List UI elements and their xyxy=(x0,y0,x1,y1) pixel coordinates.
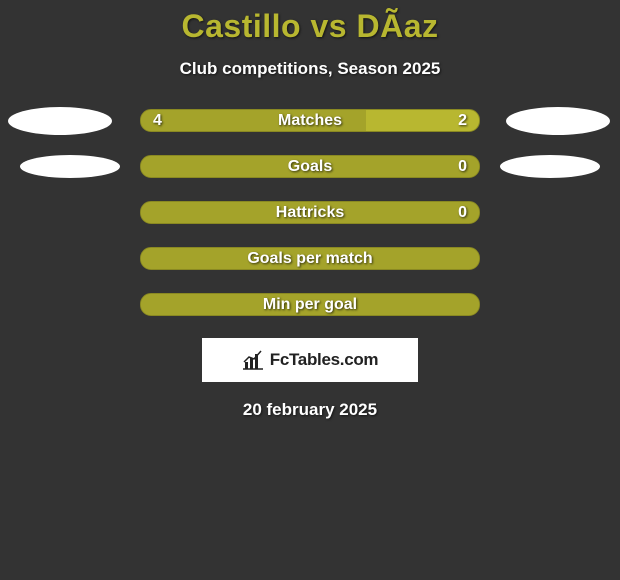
avatar-left xyxy=(20,155,120,178)
avatar-left xyxy=(8,107,112,135)
stat-row: Min per goal xyxy=(0,293,620,316)
stat-bar: Min per goal xyxy=(140,293,480,316)
subtitle: Club competitions, Season 2025 xyxy=(0,59,620,79)
logo-box[interactable]: FcTables.com xyxy=(202,338,418,382)
avatar-right xyxy=(506,107,610,135)
stat-bar: Goals 0 xyxy=(140,155,480,178)
chart-icon xyxy=(242,350,264,370)
avatar-right xyxy=(500,155,600,178)
stat-value-left: 4 xyxy=(153,112,162,130)
stat-bar: Hattricks 0 xyxy=(140,201,480,224)
stat-bar: Goals per match xyxy=(140,247,480,270)
stat-label: Goals per match xyxy=(247,250,372,268)
stat-label: Goals xyxy=(288,158,332,176)
stat-value-right: 0 xyxy=(458,158,467,176)
stat-row: Hattricks 0 xyxy=(0,201,620,224)
stat-label: Min per goal xyxy=(263,296,357,314)
stat-label: Hattricks xyxy=(276,204,344,222)
stat-row: Goals per match xyxy=(0,247,620,270)
stats-rows: Matches 4 2 Goals 0 Hattricks 0 Goals per match… xyxy=(0,109,620,316)
stat-label: Matches xyxy=(278,112,342,130)
stat-value-right: 0 xyxy=(458,204,467,222)
date: 20 february 2025 xyxy=(0,400,620,420)
logo-text: FcTables.com xyxy=(270,350,379,370)
stat-row: Matches 4 2 xyxy=(0,109,620,132)
stat-bar: Matches 4 2 xyxy=(140,109,480,132)
page-title: Castillo vs DÃ­az xyxy=(0,0,620,45)
stat-value-right: 2 xyxy=(458,112,467,130)
stat-row: Goals 0 xyxy=(0,155,620,178)
